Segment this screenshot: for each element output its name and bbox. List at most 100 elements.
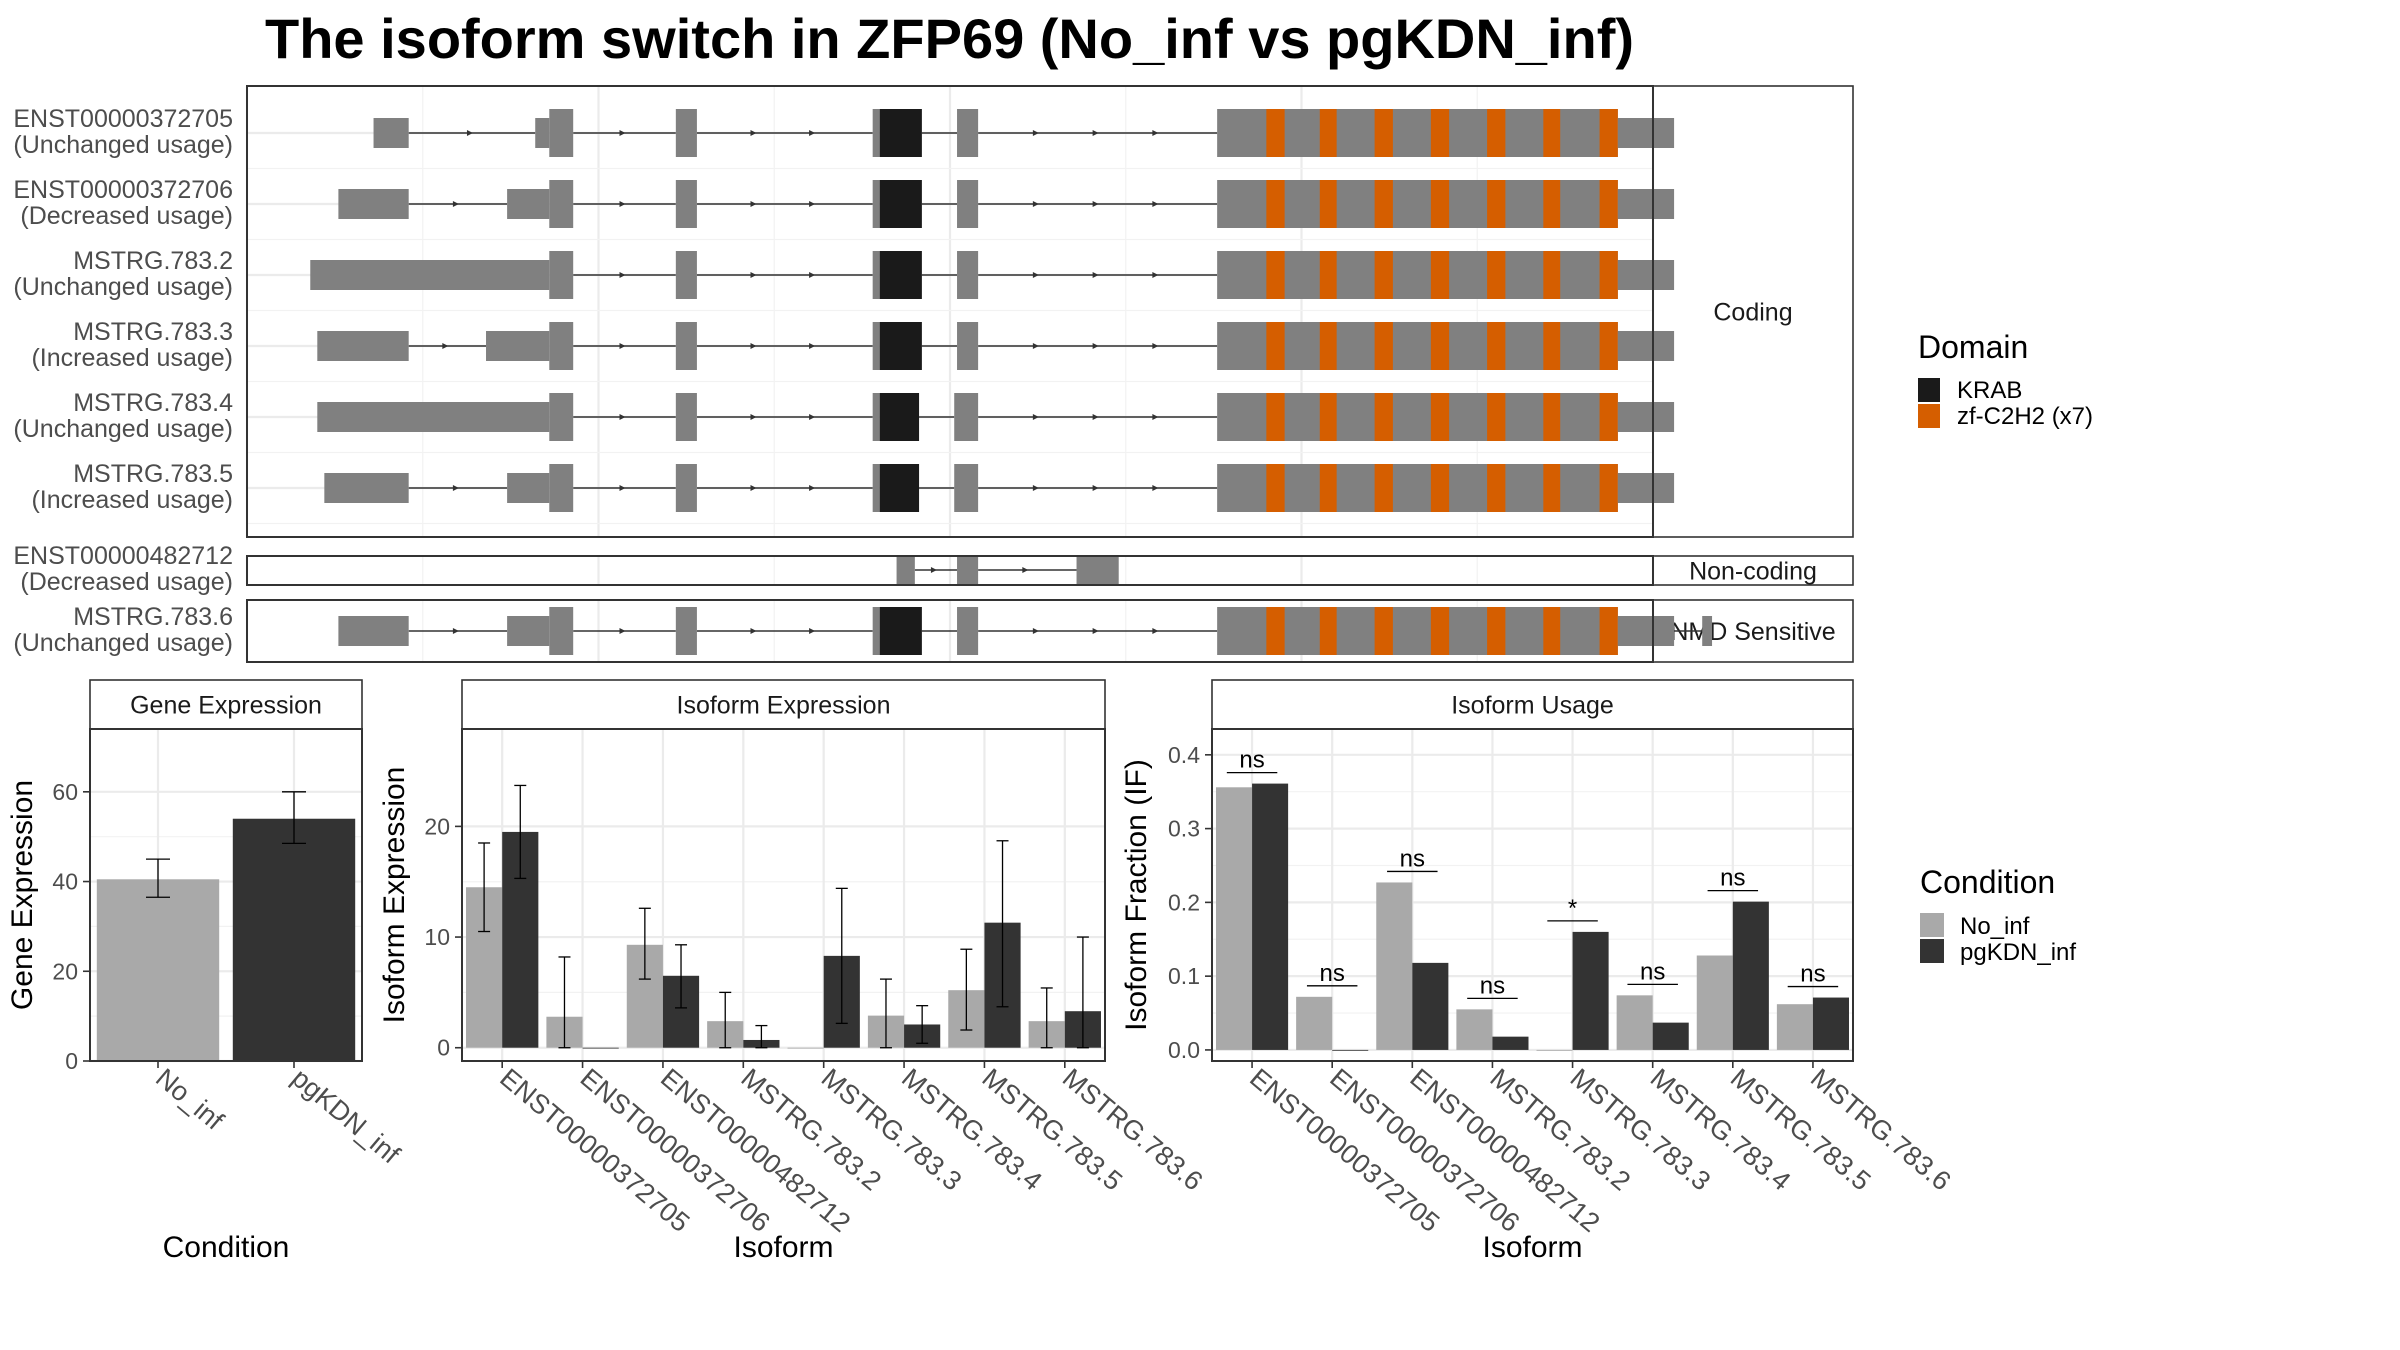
zf-c2h2-domain <box>1374 109 1393 157</box>
zf-c2h2-domain <box>1487 251 1506 299</box>
bar <box>1456 1009 1493 1050</box>
zf-c2h2-domain <box>1266 322 1285 370</box>
zf-c2h2-domain <box>1599 251 1618 299</box>
condition-legend-key <box>1920 913 1944 937</box>
condition-legend-label: No_inf <box>1960 913 2030 940</box>
intron-arrow <box>809 628 816 634</box>
bar <box>1812 997 1849 1050</box>
gene-expression-panel: Gene Expression 0 20 40 60 No_inf pgKDN_inf Con… <box>6 679 406 1264</box>
exon-utr <box>338 189 409 219</box>
x-tick-label: MSTRG.783.3 <box>1565 1063 1716 1197</box>
exon-utr <box>1617 473 1675 503</box>
intron-arrow <box>809 343 816 349</box>
isoform-usage-label: (Decreased usage) <box>20 568 233 596</box>
exon-utr <box>310 260 550 290</box>
panel-frame <box>89 728 363 1062</box>
zf-c2h2-domain <box>1599 607 1618 655</box>
intron-arrow <box>452 485 459 491</box>
intron-arrow <box>809 272 816 278</box>
zf-c2h2-domain <box>1266 251 1285 299</box>
significance-label: ns <box>1480 972 1505 999</box>
zf-c2h2-domain <box>1543 109 1561 157</box>
exon-cds <box>872 322 880 370</box>
domain-legend-title: Domain <box>1918 329 2028 365</box>
bar <box>1652 1022 1689 1050</box>
x-tick-label: MSTRG.783.6 <box>1805 1063 1956 1197</box>
intron-arrow <box>750 414 757 420</box>
bar <box>1572 931 1609 1050</box>
exon-krab <box>879 464 920 512</box>
bar <box>1332 1049 1369 1051</box>
y-tick-label: 0.3 <box>1168 816 1200 842</box>
bar <box>96 879 220 1061</box>
intron-arrow <box>1152 343 1159 349</box>
intron-arrow <box>1092 272 1099 278</box>
exon-utr <box>324 473 409 503</box>
zf-c2h2-domain <box>1319 393 1337 441</box>
intron-arrow <box>1032 343 1039 349</box>
isoform-id-label: MSTRG.783.3 <box>73 318 233 346</box>
exon-cds <box>872 464 880 512</box>
zf-c2h2-domain <box>1487 464 1506 512</box>
isoform-id-label: MSTRG.783.6 <box>73 603 233 631</box>
zf-c2h2-domain <box>1543 607 1561 655</box>
isoform-usage-label: (Unchanged usage) <box>13 273 233 301</box>
intron-arrow <box>452 201 459 207</box>
zf-c2h2-domain <box>1487 109 1506 157</box>
y-axis-title: Isoform Fraction (IF) <box>1120 759 1153 1031</box>
exon-krab <box>879 180 922 228</box>
bar <box>787 1047 824 1049</box>
y-tick-label: 0 <box>65 1048 78 1074</box>
zf-c2h2-domain <box>1430 607 1450 655</box>
intron-arrow <box>619 272 626 278</box>
exon-utr <box>507 473 550 503</box>
x-tick-label: pgKDN_inf <box>286 1063 406 1170</box>
zf-c2h2-domain <box>1430 464 1450 512</box>
exon-utr <box>507 616 550 646</box>
significance-label: ns <box>1640 958 1665 985</box>
exon-nc <box>896 556 915 584</box>
isoform-structure-panel: Coding Non-coding NMD Sensitive ENST0000037… <box>13 85 1854 663</box>
intron-arrow <box>1092 201 1099 207</box>
exon-utr <box>373 118 409 148</box>
exon-utr <box>507 189 550 219</box>
group-strip <box>1652 555 1854 586</box>
exon-cds <box>872 109 880 157</box>
significance-label: ns <box>1320 960 1345 987</box>
intron-arrow <box>1032 414 1039 420</box>
y-tick-label: 0.1 <box>1168 963 1200 989</box>
isoform-usage-label: (Increased usage) <box>31 344 233 372</box>
exon-cds <box>549 251 574 299</box>
zf-c2h2-domain <box>1487 393 1506 441</box>
zf-c2h2-domain <box>1319 322 1337 370</box>
panel-frame <box>461 728 1106 1062</box>
exon-krab <box>879 251 922 299</box>
exon-cds <box>872 393 880 441</box>
isoform-id-label: ENST00000372705 <box>13 105 233 133</box>
intron-arrow <box>619 130 626 136</box>
bar <box>1252 783 1289 1050</box>
panel-strip-label: Isoform Usage <box>1451 692 1614 720</box>
zf-c2h2-domain <box>1319 251 1337 299</box>
exon-krab <box>879 607 922 655</box>
group-strip-label: Non-coding <box>1689 558 1817 586</box>
condition-legend-title: Condition <box>1920 864 2055 900</box>
y-tick-label: 20 <box>424 813 450 839</box>
zf-c2h2-domain <box>1430 251 1450 299</box>
intron-arrow <box>1092 414 1099 420</box>
exon-cds <box>675 251 697 299</box>
group-strip-label: Coding <box>1713 299 1792 327</box>
x-tick-label: No_inf <box>150 1063 229 1136</box>
group-strip-label: NMD Sensitive <box>1670 618 1835 646</box>
y-tick-label: 0.2 <box>1168 889 1200 915</box>
zf-c2h2-domain <box>1430 322 1450 370</box>
intron-arrow <box>1152 272 1159 278</box>
zf-c2h2-domain <box>1430 109 1450 157</box>
zf-c2h2-domain <box>1266 464 1285 512</box>
exon-cds <box>954 464 979 512</box>
y-axis-title: Isoform Expression <box>378 767 411 1024</box>
figure-title: The isoform switch in ZFP69 (No_inf vs p… <box>265 7 1634 70</box>
isoform-id-label: MSTRG.783.4 <box>73 389 233 417</box>
exon-utr <box>1617 118 1675 148</box>
zf-c2h2-domain <box>1599 180 1618 228</box>
